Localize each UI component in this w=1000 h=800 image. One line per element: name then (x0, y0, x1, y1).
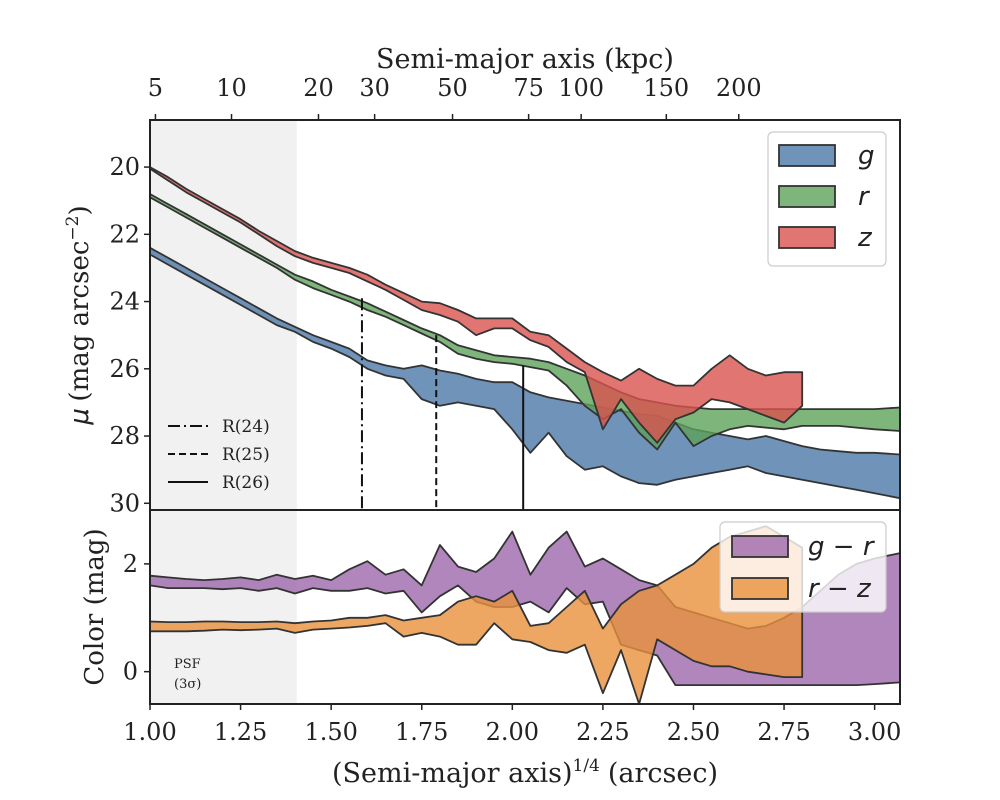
legend-line-label: R(24) (222, 417, 270, 437)
color-legend: g − r r − z (719, 521, 887, 613)
top-tick-label: 10 (216, 74, 247, 102)
y-tick-label-lower: 0 (123, 658, 138, 686)
top-tick-label: 20 (303, 74, 334, 102)
legend-swatch-g (778, 144, 836, 167)
y-tick-label-lower: 2 (123, 550, 138, 578)
y-tick-label: 26 (109, 355, 140, 383)
top-tick-label: 100 (558, 74, 604, 102)
y-tick-label: 24 (109, 288, 140, 316)
color-panel: 02 1.00 1.25 1.50 1.75 2.00 2.25 2.50 2.75 3.00 … (80, 509, 901, 789)
x-axis-label: (Semi-major axis)1/4 (arcsec) (332, 756, 718, 789)
x-tick-label: 3.00 (848, 718, 901, 746)
x-tick-label: 1.50 (304, 718, 357, 746)
top-axis-ticks: 5 10 20 30 50 75 100 150 200 (148, 74, 762, 120)
top-tick-label: 200 (716, 74, 762, 102)
legend-line-label: R(26) (222, 473, 270, 493)
psf-label-line1: PSF (174, 657, 201, 672)
plot-frame-lower (149, 509, 901, 705)
y-tick-label: 28 (109, 422, 140, 450)
x-tick-label: 2.00 (486, 718, 539, 746)
top-tick-label: 30 (359, 74, 390, 102)
color-band-rz (149, 525, 804, 705)
y-tick-label: 30 (109, 489, 140, 517)
x-tick-label: 2.50 (667, 718, 720, 746)
legend-label-color-0: g − r (808, 532, 876, 562)
psf-label-line2: (3σ) (174, 677, 201, 692)
top-tick-label: 75 (513, 74, 544, 102)
radius-legend: R(24) R(25) R(26) (168, 417, 270, 493)
top-tick-label: 50 (437, 74, 468, 102)
psf-region-lower (150, 510, 297, 704)
legend-line-label: R(25) (222, 445, 270, 465)
x-tick-label: 1.00 (123, 718, 176, 746)
legend-swatch-z (778, 226, 836, 249)
y-axis-label-lower: Color (mag) (80, 528, 110, 685)
band-z (149, 166, 804, 444)
legend-label-r: r (858, 182, 871, 212)
surface-brightness-panel: 20 22 24 26 28 30 grz R(24) R(25) R(26) μ (mag … (63, 119, 901, 517)
x-tick-label: 2.75 (757, 718, 810, 746)
y-tick-label: 20 (109, 153, 140, 181)
legend-swatch-color-0 (731, 535, 789, 558)
top-tick-label: 150 (643, 74, 689, 102)
top-axis-label: Semi-major axis (kpc) (376, 44, 674, 75)
legend-label-g: g (858, 141, 875, 171)
x-tick-label: 1.25 (214, 718, 267, 746)
top-tick-label: 5 (148, 74, 163, 102)
band-legend: grz (767, 131, 887, 267)
y-tick-label: 22 (109, 220, 140, 248)
legend-label-color-1: r − z (808, 574, 872, 604)
legend-swatch-color-1 (731, 577, 789, 600)
x-tick-label: 2.25 (576, 718, 629, 746)
legend-swatch-r (778, 185, 836, 208)
x-tick-label: 1.75 (395, 718, 448, 746)
y-axis-label: μ (mag arcsec−2) (63, 205, 95, 425)
legend-label-z: z (857, 223, 873, 253)
